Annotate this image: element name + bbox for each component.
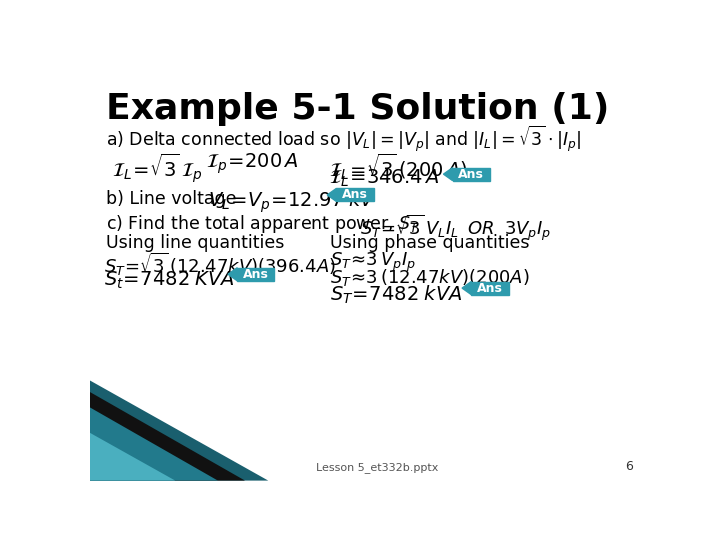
Text: Using line quantities: Using line quantities <box>106 234 284 252</box>
Text: Ans: Ans <box>342 188 368 201</box>
Polygon shape <box>444 167 453 181</box>
Text: b) Line voltage: b) Line voltage <box>106 190 236 207</box>
Polygon shape <box>228 268 238 281</box>
Text: $S_T\!=\!\sqrt{3}\,V_L I_L\;\;OR\;\;3V_p I_p$: $S_T\!=\!\sqrt{3}\,V_L I_L\;\;OR\;\;3V_p… <box>360 213 551 243</box>
Polygon shape <box>90 433 175 481</box>
Bar <box>336 188 374 201</box>
Polygon shape <box>327 188 336 201</box>
Bar <box>238 268 274 281</box>
Text: Ans: Ans <box>477 281 503 295</box>
Text: $V_L\!=\!V_p\!=\!12.97\;kV$: $V_L\!=\!V_p\!=\!12.97\;kV$ <box>208 190 376 215</box>
Text: Example 5-1 Solution (1): Example 5-1 Solution (1) <box>106 92 609 126</box>
Text: $\mathcal{I}_L\!=\!346.4\,A$: $\mathcal{I}_L\!=\!346.4\,A$ <box>329 168 439 190</box>
Text: $S_T\!\approx\!3\,V_p I_p$: $S_T\!\approx\!3\,V_p I_p$ <box>330 251 416 274</box>
Text: c) Find the total apparent power, $S_T$: c) Find the total apparent power, $S_T$ <box>106 213 420 235</box>
Polygon shape <box>90 408 218 481</box>
Polygon shape <box>462 281 472 295</box>
Text: $\mathcal{I}_p\!=\!200\,A$: $\mathcal{I}_p\!=\!200\,A$ <box>206 151 299 176</box>
Text: $S_T\!=\!\sqrt{3}\,(12.47kV)(396.4A)$: $S_T\!=\!\sqrt{3}\,(12.47kV)(396.4A)$ <box>104 251 336 278</box>
Text: Lesson 5_et332b.pptx: Lesson 5_et332b.pptx <box>315 462 438 473</box>
Polygon shape <box>90 381 269 481</box>
Text: a) Delta connected load so $|V_L|=|V_p|$ and $|I_L|=\sqrt{3}\cdot|I_p|$: a) Delta connected load so $|V_L|=|V_p|$… <box>106 124 581 154</box>
Text: 6: 6 <box>625 460 632 473</box>
Bar <box>472 281 508 295</box>
Text: $\mathcal{I}_L\!=\!\sqrt{3}\,(200\,A)$: $\mathcal{I}_L\!=\!\sqrt{3}\,(200\,A)$ <box>329 151 467 181</box>
Text: $S_T\!\approx\!3\,(12.47kV)(200A)$: $S_T\!\approx\!3\,(12.47kV)(200A)$ <box>330 267 530 287</box>
Text: Ans: Ans <box>459 167 485 181</box>
Text: $\mathcal{I}_L\!=\!\sqrt{3}\,\mathcal{I}_p$: $\mathcal{I}_L\!=\!\sqrt{3}\,\mathcal{I}… <box>112 151 202 185</box>
Text: Using phase quantities: Using phase quantities <box>330 234 530 252</box>
Polygon shape <box>90 392 245 481</box>
Text: Ans: Ans <box>243 268 269 281</box>
Text: $S_t\!=\!7482\;KVA$: $S_t\!=\!7482\;KVA$ <box>104 269 235 291</box>
Bar <box>453 167 490 181</box>
Text: $S_T\!=\!7482\;kVA$: $S_T\!=\!7482\;kVA$ <box>330 284 463 306</box>
